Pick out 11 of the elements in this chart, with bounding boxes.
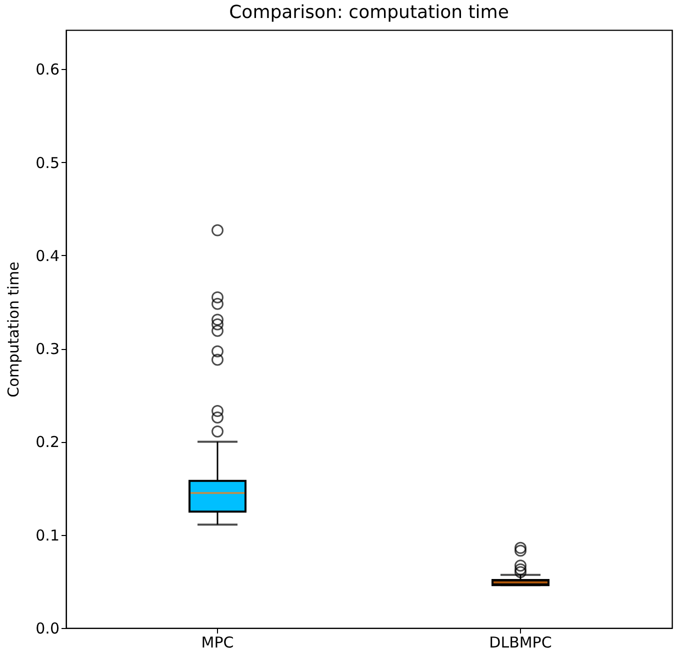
- y-axis-title: Computation time: [4, 262, 23, 398]
- y-tick-label: 0.0: [36, 620, 60, 638]
- x-tick-label: DLBMPC: [489, 634, 552, 652]
- y-tick-label: 0.1: [36, 526, 60, 544]
- x-tick-label: MPC: [201, 634, 234, 652]
- chart-title: Comparison: computation time: [229, 2, 509, 23]
- y-tick-label: 0.6: [36, 60, 60, 79]
- y-tick-label: 0.5: [36, 154, 60, 172]
- y-tick-label: 0.4: [36, 246, 60, 265]
- y-tick-label: 0.2: [36, 433, 60, 452]
- y-tick-label: 0.3: [36, 340, 60, 358]
